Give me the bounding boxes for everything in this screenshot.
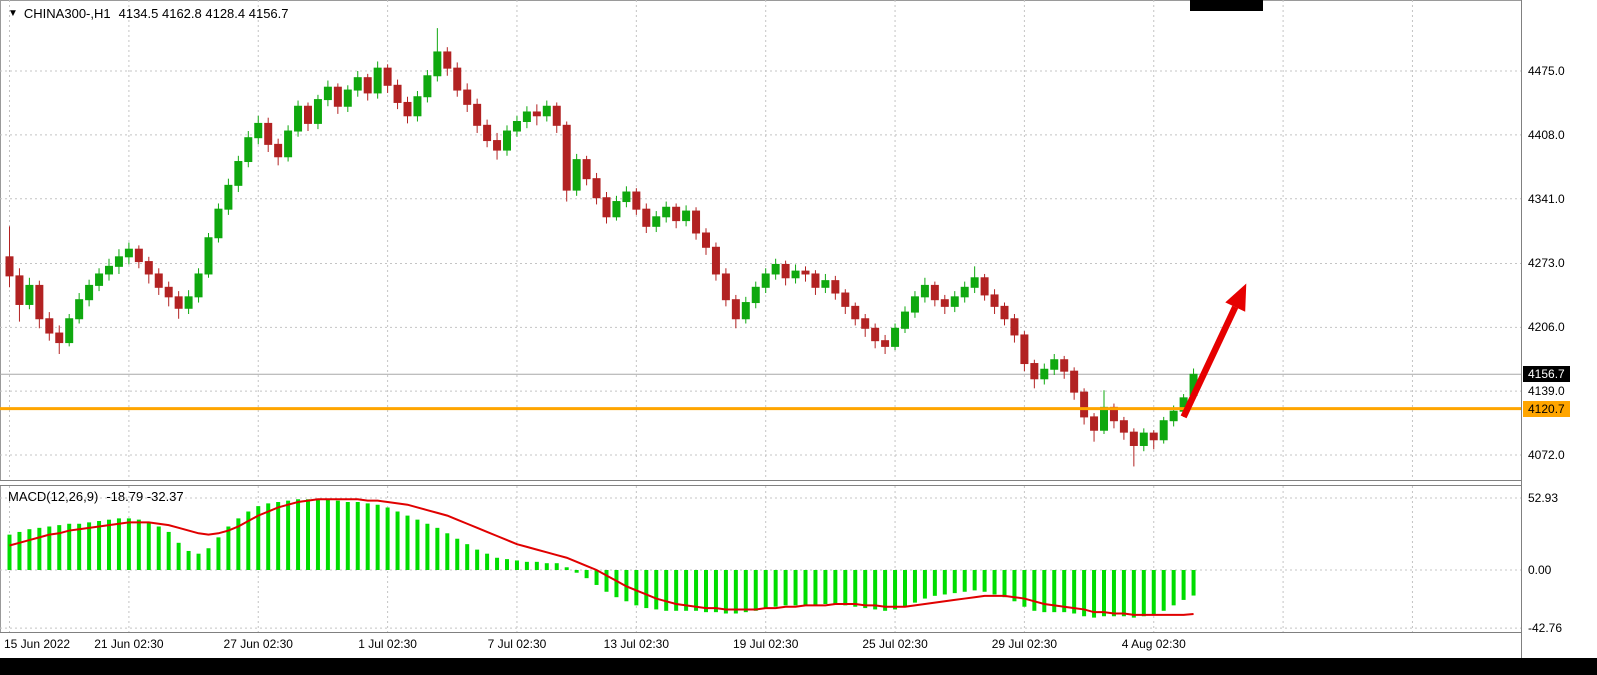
macd-axis-tick-label: 52.93 xyxy=(1528,491,1559,505)
time-axis-label: 21 Jun 02:30 xyxy=(94,637,164,651)
macd-indicator-label: MACD(12,26,9) -18.79 -32.37 xyxy=(8,489,184,504)
price-chart-canvas[interactable] xyxy=(0,0,1521,480)
time-axis-label: 1 Jul 02:30 xyxy=(358,637,417,651)
price-axis-tick-label: 4139.0 xyxy=(1528,384,1565,399)
time-axis-label: 19 Jul 02:30 xyxy=(732,637,799,651)
symbol-header: ▼ CHINA300-,H1 4134.5 4162.8 4128.4 4156… xyxy=(8,6,289,21)
symbol-timeframe-label: CHINA300-,H1 xyxy=(23,6,111,21)
time-axis-label: 13 Jul 02:30 xyxy=(603,637,670,651)
bid-price-badge: 4156.7 xyxy=(1523,366,1570,383)
time-axis-label: 7 Jul 02:30 xyxy=(487,637,547,651)
time-axis-label: 15 Jun 2022 xyxy=(4,637,71,651)
time-axis-label: 4 Aug 02:30 xyxy=(1121,637,1186,651)
price-axis-tick-label: 4206.0 xyxy=(1528,320,1565,335)
price-axis-tick-label: 4341.0 xyxy=(1528,191,1565,206)
bottom-status-bar xyxy=(0,658,1597,675)
time-axis-separator xyxy=(0,632,1597,633)
macd-name-label: MACD(12,26,9) xyxy=(8,489,99,504)
price-axis-tick-label: 4273.0 xyxy=(1528,256,1565,271)
price-axis-tick-label: 4072.0 xyxy=(1528,448,1565,463)
symbol-dropdown-icon: ▼ xyxy=(8,8,18,19)
time-axis[interactable]: 15 Jun 2022 21 Jun 02:30 27 Jun 02:30 1 Jul… xyxy=(0,633,1521,658)
price-axis-tick-label: 4475.0 xyxy=(1528,64,1565,78)
macd-axis-tick-label: 0.00 xyxy=(1528,563,1552,577)
trend-arrow[interactable] xyxy=(1180,283,1247,419)
ohlc-values-label: 4134.5 4162.8 4128.4 4156.7 xyxy=(118,6,289,21)
macd-chart-canvas[interactable] xyxy=(0,486,1521,632)
macd-axis-tick-label: -42.76 xyxy=(1528,621,1563,636)
price-axis-column[interactable]: 4156.7 4120.7 4475.0 4408.0 4341.0 4273.0 42… xyxy=(1521,0,1597,658)
candles-layer xyxy=(5,28,1198,467)
price-grid-layer xyxy=(0,0,1521,480)
top-right-black-box xyxy=(1190,0,1263,11)
time-axis-label: 29 Jul 02:30 xyxy=(991,637,1058,651)
price-axis-tick-label: 4408.0 xyxy=(1528,127,1565,142)
time-axis-label: 25 Jul 02:30 xyxy=(862,637,928,651)
macd-values-label: -18.79 -32.37 xyxy=(106,489,184,504)
macd-signal-line xyxy=(9,498,1194,616)
hline-price-badge: 4120.7 xyxy=(1523,400,1570,417)
pane-separator[interactable] xyxy=(0,480,1521,486)
macd-histogram-layer xyxy=(7,499,1196,618)
time-axis-label: 27 Jun 02:30 xyxy=(223,637,293,651)
